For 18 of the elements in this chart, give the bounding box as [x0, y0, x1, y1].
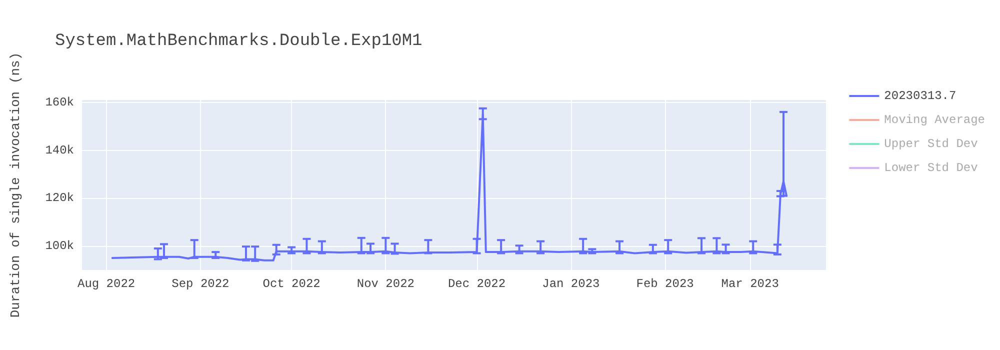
- legend-label: Lower Std Dev: [884, 161, 978, 175]
- x-tick-label: Aug 2022: [77, 277, 136, 291]
- legend-label: 20230313.7: [884, 89, 956, 103]
- x-tick-label: Mar 2023: [721, 277, 779, 291]
- x-tick-label: Oct 2022: [262, 277, 320, 291]
- x-tick-label: Nov 2022: [356, 277, 414, 291]
- y-tick-label: 160k: [45, 95, 74, 110]
- y-tick-label: 140k: [45, 143, 74, 158]
- legend-label: Moving Average: [884, 113, 986, 127]
- x-tick-label: Sep 2022: [172, 277, 230, 291]
- y-tick-label: 120k: [45, 191, 74, 206]
- x-tick-label: Feb 2023: [636, 277, 694, 291]
- x-tick-label: Jan 2023: [542, 277, 600, 291]
- chart-title: System.MathBenchmarks.Double.Exp10M1: [55, 32, 422, 51]
- x-tick-label: Dec 2022: [448, 277, 506, 291]
- legend-label: Upper Std Dev: [884, 137, 978, 151]
- y-axis-title: Duration of single invocation (ns): [8, 52, 23, 318]
- y-tick-label: 100k: [45, 239, 74, 254]
